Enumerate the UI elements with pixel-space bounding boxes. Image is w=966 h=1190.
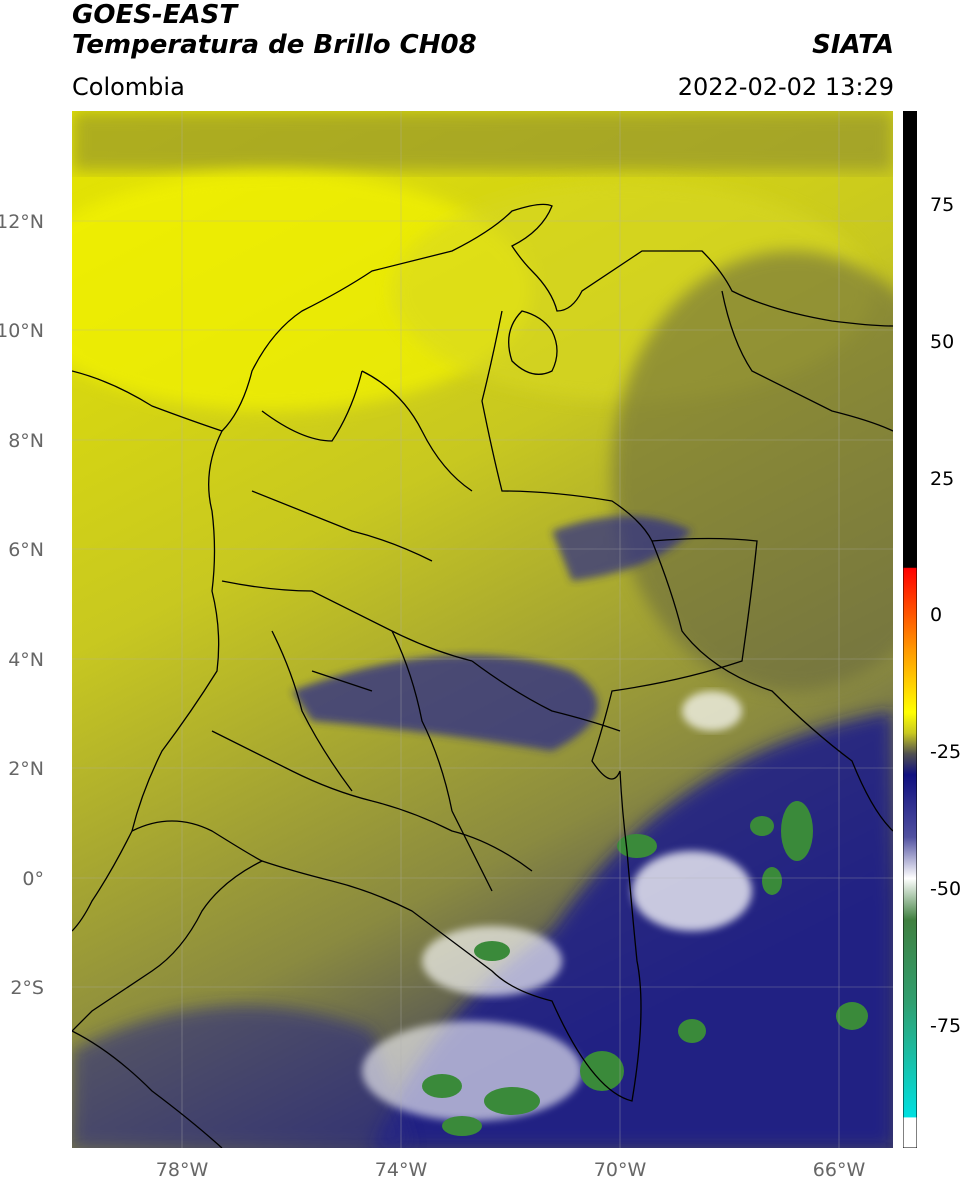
lat-label-2s: 2°S xyxy=(10,977,44,999)
lon-label-66w: 66°W xyxy=(812,1159,866,1181)
lat-label-4n: 4°N xyxy=(8,649,44,671)
brand-label: SIATA xyxy=(812,30,894,60)
colorbar-tick-0: 0 xyxy=(930,604,943,626)
colorbar-tick-minus25: -25 xyxy=(930,741,962,763)
satellite-map xyxy=(12,111,966,1149)
region-label: Colombia xyxy=(72,73,185,101)
lon-label-70w: 70°W xyxy=(593,1159,647,1181)
datetime-label: 2022-02-02 13:29 xyxy=(677,73,894,101)
lat-label-12n: 12°N xyxy=(0,211,44,233)
lat-label-6n: 6°N xyxy=(8,539,44,561)
product-title: Temperatura de Brillo CH08 xyxy=(72,30,477,60)
lat-label-10n: 10°N xyxy=(0,320,44,342)
colorbar xyxy=(902,110,918,1149)
satellite-title: GOES-EAST xyxy=(72,0,238,30)
lon-label-78w: 78°W xyxy=(155,1159,209,1181)
colorbar-tick-75: 75 xyxy=(930,194,955,216)
colorbar-tick-25: 25 xyxy=(930,468,955,490)
lat-label-2n: 2°N xyxy=(8,758,44,780)
colorbar-tick-minus75: -75 xyxy=(930,1015,962,1037)
lon-label-74w: 74°W xyxy=(374,1159,428,1181)
borders xyxy=(71,203,894,1149)
colorbar-tick-minus50: -50 xyxy=(930,878,962,900)
lat-label-8n: 8°N xyxy=(8,430,44,452)
colorbar-tick-50: 50 xyxy=(930,331,955,353)
lat-label-0: 0° xyxy=(22,868,44,890)
